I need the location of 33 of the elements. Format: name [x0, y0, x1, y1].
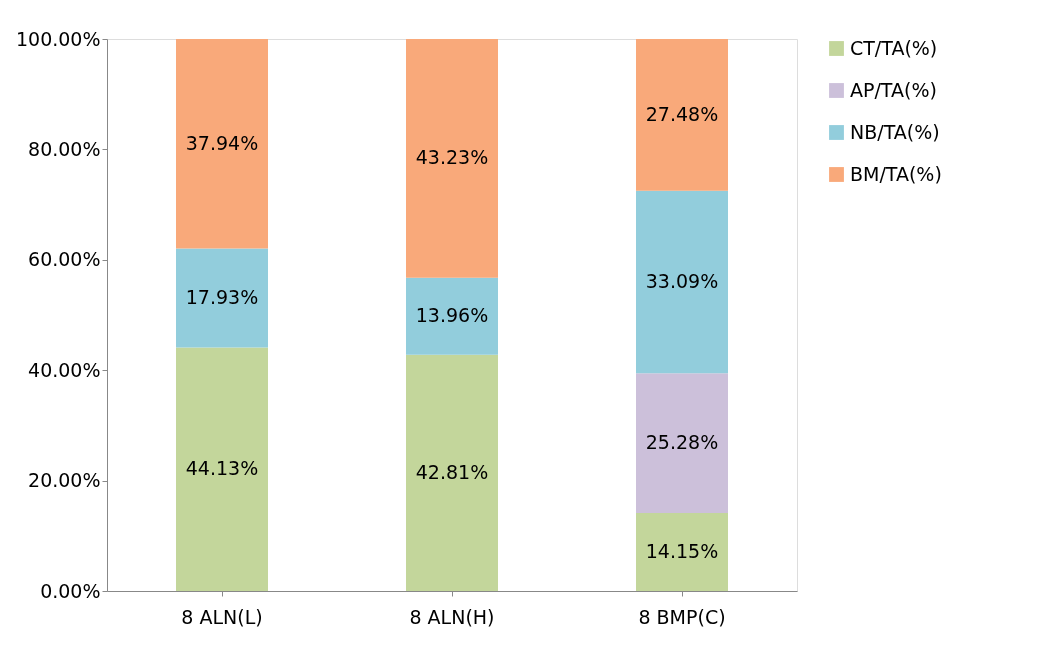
data-label: 25.28%	[645, 431, 719, 454]
bar	[636, 39, 728, 191]
legend-label: NB/TA(%)	[850, 120, 940, 143]
x-tick-label: 8 BMP(C)	[638, 605, 726, 628]
x-tick-label: 8 ALN(H)	[409, 605, 495, 628]
data-label: 13.96%	[415, 304, 489, 327]
bar	[406, 277, 498, 355]
legend-label: BM/TA(%)	[850, 162, 942, 185]
y-tick-label: 80.00%	[28, 137, 101, 160]
y-tick-label: 100.00%	[15, 27, 101, 50]
bar	[636, 512, 728, 591]
bar	[636, 373, 728, 513]
data-label: 44.13%	[185, 457, 259, 480]
y-tick-label: 20.00%	[28, 469, 101, 492]
legend-label: AP/TA(%)	[850, 78, 937, 101]
data-label: 33.09%	[645, 270, 719, 293]
y-tick-label: 0.00%	[40, 579, 101, 602]
bar	[406, 354, 498, 591]
data-label: 27.48%	[645, 102, 719, 125]
bar	[176, 39, 268, 249]
x-tick-label: 8 ALN(L)	[181, 605, 263, 628]
data-label: 42.81%	[415, 460, 489, 483]
y-tick-label: 40.00%	[28, 358, 101, 381]
bar	[406, 39, 498, 278]
data-label: 43.23%	[415, 146, 489, 169]
bar	[176, 347, 268, 591]
y-tick-label: 60.00%	[28, 248, 101, 271]
data-label: 14.15%	[645, 539, 719, 562]
legend-label: CT/TA(%)	[850, 36, 938, 59]
data-label: 37.94%	[185, 131, 259, 154]
data-label: 17.93%	[185, 285, 259, 308]
bar	[636, 190, 728, 374]
bar	[176, 248, 268, 348]
